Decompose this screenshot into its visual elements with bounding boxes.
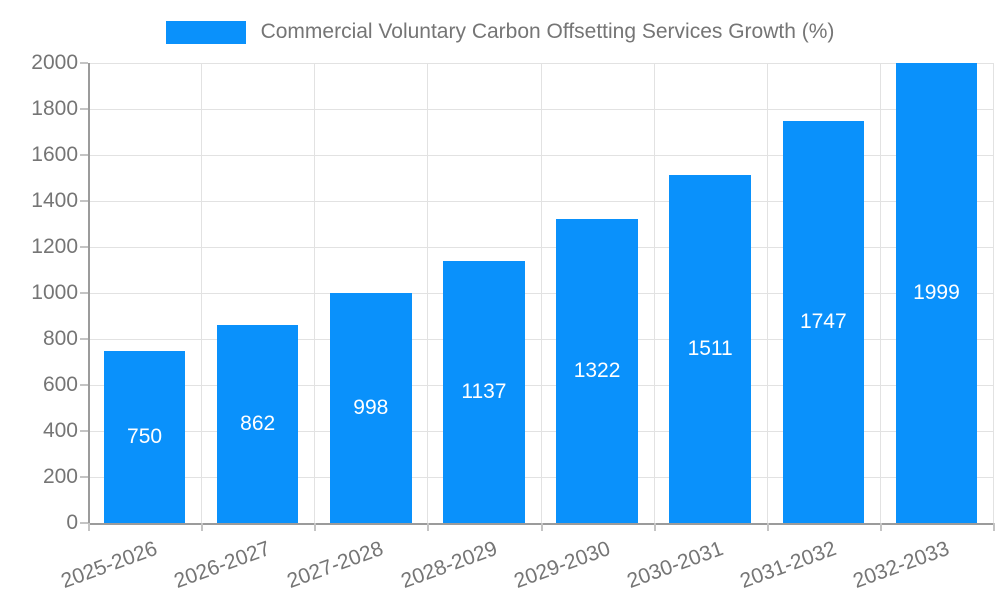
- gridline-horizontal: [88, 109, 993, 110]
- y-tick-mark: [80, 384, 88, 386]
- y-tick-mark: [80, 430, 88, 432]
- bar: 1322: [556, 218, 638, 523]
- y-tick-mark: [80, 154, 88, 156]
- gridline-vertical: [541, 63, 542, 523]
- y-tick-label: 600: [42, 373, 78, 396]
- y-tick-label: 1400: [31, 189, 78, 212]
- y-tick-label: 800: [42, 327, 78, 350]
- gridline-horizontal: [88, 155, 993, 156]
- y-axis-line: [88, 63, 90, 531]
- y-tick-label: 200: [42, 465, 78, 488]
- y-tick-mark: [80, 476, 88, 478]
- gridline-horizontal: [88, 201, 993, 202]
- y-tick-mark: [80, 246, 88, 248]
- bar-value-label: 750: [127, 424, 163, 448]
- x-tick-mark: [427, 523, 429, 531]
- gridline-vertical: [767, 63, 768, 523]
- x-tick-mark: [654, 523, 656, 531]
- gridline-horizontal: [88, 247, 993, 248]
- x-tick-label: 2025-2026: [58, 537, 161, 593]
- x-tick-label: 2027-2028: [284, 537, 387, 593]
- x-tick-mark: [201, 523, 203, 531]
- gridline-vertical: [654, 63, 655, 523]
- bar: 862: [216, 324, 299, 523]
- gridline-horizontal: [88, 293, 993, 294]
- bar: 750: [103, 350, 186, 523]
- gridline-horizontal: [88, 339, 993, 340]
- gridline-vertical: [427, 63, 428, 523]
- bar-value-label: 1999: [913, 281, 960, 305]
- x-tick-mark: [880, 523, 882, 531]
- bar: 1511: [669, 175, 751, 523]
- chart-legend: Commercial Voluntary Carbon Offsetting S…: [0, 20, 1000, 44]
- bar: 1999: [895, 63, 978, 523]
- x-tick-label: 2028-2029: [397, 537, 500, 593]
- gridline-vertical: [993, 63, 994, 523]
- bar: 1137: [443, 261, 525, 523]
- bar: 1747: [782, 121, 865, 523]
- plot-area: 750 862 998 1137 1322 1511 1747 1999: [88, 63, 994, 523]
- y-tick-label: 1200: [31, 235, 78, 258]
- y-tick-mark: [80, 62, 88, 64]
- x-tick-mark: [767, 523, 769, 531]
- bar-value-label: 1137: [461, 380, 507, 404]
- y-tick-label: 0: [66, 511, 78, 534]
- x-tick-label: 2026-2027: [171, 537, 274, 593]
- x-tick-mark: [541, 523, 543, 531]
- bar: 998: [330, 293, 412, 523]
- gridline-vertical: [314, 63, 315, 523]
- x-tick-label: 2031-2032: [736, 537, 840, 593]
- y-tick-mark: [80, 338, 88, 340]
- gridline-vertical: [201, 63, 202, 523]
- y-tick-mark: [80, 522, 88, 524]
- y-tick-mark: [80, 200, 88, 202]
- gridline-vertical: [880, 63, 881, 523]
- legend-color-swatch-icon: [165, 20, 246, 44]
- legend-label: Commercial Voluntary Carbon Offsetting S…: [260, 20, 835, 43]
- y-tick-mark: [80, 108, 88, 110]
- y-tick-label: 1000: [31, 281, 78, 304]
- x-tick-mark: [993, 523, 995, 531]
- x-tick-label: 2029-2030: [510, 537, 613, 593]
- y-tick-label: 400: [42, 419, 78, 442]
- gridline-horizontal: [88, 477, 993, 478]
- gridline-horizontal: [88, 431, 993, 432]
- x-tick-mark: [314, 523, 316, 531]
- bar-value-label: 1511: [687, 337, 733, 361]
- bar-value-label: 1322: [573, 358, 621, 382]
- x-tick-mark: [88, 523, 90, 531]
- bar-value-label: 1747: [799, 310, 847, 334]
- y-tick-label: 1800: [31, 97, 78, 120]
- gridline-horizontal: [88, 385, 993, 386]
- gridline-horizontal: [88, 63, 993, 64]
- y-tick-label: 1600: [31, 143, 78, 166]
- bar-value-label: 862: [240, 411, 276, 435]
- x-tick-label: 2032-2033: [850, 537, 953, 593]
- y-tick-label: 2000: [31, 51, 78, 74]
- x-tick-label: 2030-2031: [623, 537, 727, 593]
- y-tick-mark: [80, 292, 88, 294]
- bar-value-label: 998: [353, 396, 389, 420]
